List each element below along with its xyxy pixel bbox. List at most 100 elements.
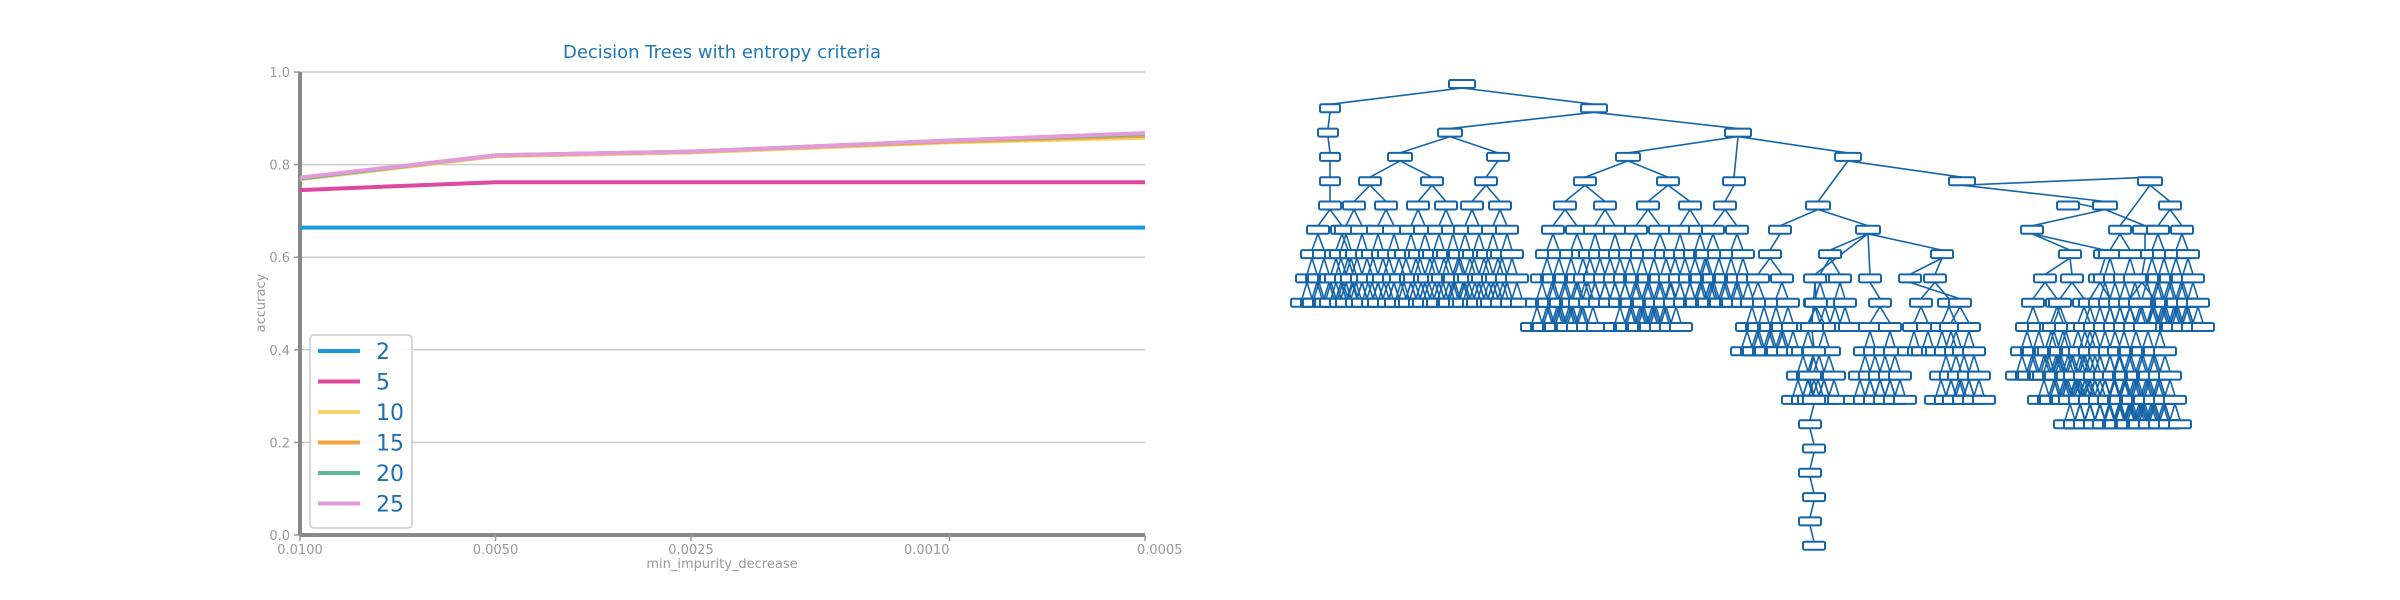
tree-edge (1483, 282, 1490, 299)
tree-edge (1809, 500, 1815, 518)
tree-edge (1366, 257, 1373, 275)
tree-edge (2134, 306, 2141, 324)
x-tick-label: 0.0010 (904, 543, 950, 558)
tree-node (2146, 224, 2170, 235)
tree-edge (2099, 257, 2106, 275)
tree-node (1541, 224, 1565, 235)
tree-edge (1454, 257, 1461, 275)
tree-edge (2120, 403, 2127, 421)
tree-edge (1377, 233, 1384, 251)
tree-edge (2094, 379, 2101, 397)
tree-node (1319, 151, 1341, 162)
tree-edge (1945, 379, 1952, 397)
tree-edge (1823, 330, 1830, 348)
tree-edge (1346, 282, 1353, 299)
tree-edge (2114, 282, 2121, 299)
tree-node (1878, 322, 1902, 332)
tree-node (1948, 176, 1976, 187)
tree-edge (2130, 330, 2137, 348)
tree-node (1909, 297, 1933, 308)
tree-edge (1560, 306, 1567, 324)
tree-edge (1792, 330, 1799, 348)
tree-edge (1636, 282, 1643, 299)
tree-edge (1471, 184, 1487, 203)
tree-edge (2118, 330, 2125, 348)
tree-edge (2158, 282, 2165, 299)
tree-edge (1577, 282, 1584, 299)
tree-edge (2144, 403, 2151, 421)
tree-edge (2059, 281, 2073, 300)
tree-edge (1398, 257, 1405, 275)
tree-edge (2182, 282, 2189, 299)
tree-edge (1934, 257, 1943, 275)
tree-edge (1802, 379, 1809, 397)
tree-edge (1584, 282, 1591, 299)
tree-edge (2146, 257, 2153, 275)
tree-edge (2115, 403, 2122, 421)
tree-edge (1589, 233, 1596, 251)
tree-edge (1859, 355, 1866, 372)
tree-edge (1641, 282, 1648, 299)
tree-node (1603, 224, 1627, 235)
x-tick-label: 0.0100 (277, 543, 323, 558)
tree-edge (2177, 306, 2184, 324)
tree-edge (2103, 403, 2110, 421)
tree-edge (1546, 233, 1554, 251)
tree-edge (1372, 282, 1379, 299)
tree-node (1553, 200, 1577, 211)
tree-edge (1619, 306, 1626, 324)
tree-edge (1833, 379, 1840, 397)
tree-edge (2165, 282, 2172, 299)
tree-edge (1499, 209, 1508, 227)
tree-edge (2154, 355, 2161, 372)
tree-edge (1787, 306, 1794, 324)
tree-edge (1638, 306, 1645, 324)
tree-edge (1442, 282, 1449, 299)
tree-edge (1395, 282, 1402, 299)
tree-edge (1648, 282, 1655, 299)
tree-edge (2158, 306, 2165, 324)
tree-edge (2050, 306, 2058, 324)
tree-edge (1447, 257, 1454, 275)
tree-edge (1636, 306, 1643, 324)
tree-edge (1670, 306, 1677, 324)
tree-edge (1306, 257, 1313, 275)
tree-edge (1345, 257, 1352, 275)
y-tick-label: 0.0 (269, 529, 290, 544)
tree-edge (1424, 233, 1431, 251)
tree-edge (1725, 282, 1732, 299)
tree-edge (1679, 257, 1686, 275)
tree-edge (1543, 306, 1550, 324)
tree-node (1615, 151, 1641, 162)
tree-edge (1366, 282, 1373, 299)
tree-edge (1828, 379, 1835, 397)
tree-edge (2060, 355, 2067, 372)
tree-edge (1415, 257, 1422, 275)
tree-edge (2119, 282, 2126, 299)
tree-edge (1393, 282, 1400, 299)
tree-edge (1922, 330, 1929, 348)
tree-edge (1449, 135, 1499, 154)
tree-edge (1818, 330, 1825, 348)
tree-edge (1653, 257, 1660, 275)
tree-edge (2026, 330, 2033, 348)
tree-edge (1335, 257, 1342, 275)
tree-edge (2104, 208, 2146, 227)
tree-edge (2125, 379, 2132, 397)
tree-edge (1694, 233, 1701, 251)
tree-edge (1428, 282, 1435, 299)
tree-edge (1553, 306, 1560, 324)
tree-edge (1708, 282, 1715, 299)
tree-edge (1775, 306, 1782, 324)
tree-edge (1753, 330, 1760, 348)
y-tick-label: 0.4 (269, 344, 290, 359)
tree-node (1967, 370, 1991, 381)
tree-edge (1560, 282, 1567, 299)
tree-edge (1393, 257, 1400, 275)
tree-node (2020, 224, 2044, 235)
tree-edge (2053, 306, 2061, 324)
tree-edge (1817, 160, 1849, 202)
tree-edge (1958, 355, 1965, 372)
chart-title: Decision Trees with entropy criteria (563, 42, 881, 63)
tree-edge (1464, 209, 1473, 227)
